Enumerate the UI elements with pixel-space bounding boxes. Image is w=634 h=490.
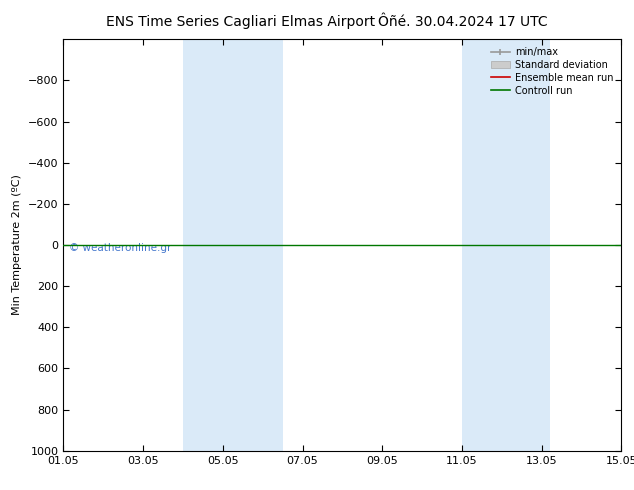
Bar <box>183 39 283 451</box>
Text: ENS Time Series Cagliari Elmas Airport: ENS Time Series Cagliari Elmas Airport <box>107 15 375 29</box>
Text: © weatheronline.gr: © weatheronline.gr <box>69 243 171 253</box>
Bar <box>462 39 550 451</box>
Y-axis label: Min Temperature 2m (ºC): Min Temperature 2m (ºC) <box>13 174 22 316</box>
Legend: min/max, Standard deviation, Ensemble mean run, Controll run: min/max, Standard deviation, Ensemble me… <box>488 44 616 98</box>
Text: Ôñé. 30.04.2024 17 UTC: Ôñé. 30.04.2024 17 UTC <box>378 15 548 29</box>
